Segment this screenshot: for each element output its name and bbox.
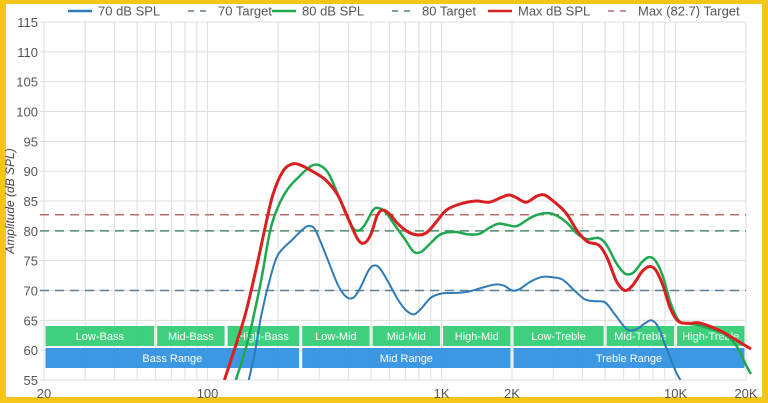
x-tick-label: 10K (664, 386, 687, 401)
band-label: High-Mid (455, 331, 499, 343)
y-tick-label: 80 (24, 224, 38, 239)
range-label: Mid Range (380, 353, 433, 365)
y-tick-label: 115 (17, 15, 38, 30)
y-tick-label: 85 (24, 194, 38, 209)
series-line (234, 163, 753, 380)
target-lines (40, 213, 746, 292)
y-tick-label: 110 (17, 45, 38, 60)
legend-label: 80 Target (422, 4, 476, 19)
legend-label: 70 dB SPL (98, 4, 160, 19)
y-tick-label: 100 (16, 105, 38, 120)
band-label: Low-Mid (315, 331, 357, 343)
range-box (302, 348, 511, 368)
legend-item[interactable]: Max dB SPL (488, 4, 590, 19)
y-tick-label: 90 (24, 164, 38, 179)
band-box (45, 326, 155, 346)
band-label: Low-Treble (531, 331, 586, 343)
x-tick-label: 1K (434, 386, 450, 401)
y-axis-label: Amplitude (dB SPL) (3, 148, 17, 254)
y-tick-label: 95 (24, 134, 38, 149)
range-label: Bass Range (142, 353, 202, 365)
y-axis-ticks: 55 60 65 70 75 80 85 90 95 100 105 110 115 (16, 15, 38, 388)
legend-label: Max dB SPL (518, 4, 590, 19)
x-tick-label: 20 (37, 386, 51, 401)
y-tick-label: 65 (24, 313, 38, 328)
band-box (513, 326, 604, 346)
band-box (372, 326, 441, 346)
series-line (222, 162, 752, 380)
legend-item[interactable]: Max (82.7) Target (608, 4, 740, 19)
x-tick-label: 20K (734, 386, 757, 401)
legend-item[interactable]: 70 Target (188, 4, 272, 19)
legend-label: 80 dB SPL (302, 4, 364, 19)
y-tick-label: 105 (16, 75, 38, 90)
band-box (302, 326, 370, 346)
band-label: High-Bass (238, 331, 289, 343)
legend-item[interactable]: 80 dB SPL (272, 4, 364, 19)
series-line (247, 224, 682, 380)
band-box (443, 326, 511, 346)
y-tick-label: 55 (24, 373, 38, 388)
legend-label: 70 Target (218, 4, 272, 19)
y-tick-label: 60 (24, 343, 38, 358)
y-tick-label: 70 (24, 284, 38, 299)
y-tick-label: 75 (24, 254, 38, 269)
band-box (227, 326, 300, 346)
band-label: Mid-Bass (168, 331, 214, 343)
band-label: Mid-Treble (614, 331, 666, 343)
legend-label: Max (82.7) Target (638, 4, 740, 19)
data-series (222, 162, 753, 380)
range-label: Treble Range (596, 353, 662, 365)
band-box (677, 326, 745, 346)
band-label: Low-Bass (76, 331, 125, 343)
band-box (606, 326, 675, 346)
range-box (513, 348, 745, 368)
range-box (45, 348, 300, 368)
legend-item[interactable]: 80 Target (392, 4, 476, 19)
band-label: Mid-Mid (387, 331, 426, 343)
band-box (157, 326, 225, 346)
x-tick-label: 100 (197, 386, 219, 401)
frequency-bands: Low-Bass Mid-Bass High-Bass Low-Mid Mid-Mid H… (45, 326, 745, 368)
x-tick-label: 2K (504, 386, 520, 401)
legend: 70 dB SPL 70 Target 80 dB SPL 80 Target Max … (68, 4, 740, 19)
legend-item[interactable]: 70 dB SPL (68, 4, 160, 19)
x-axis-ticks: 20 100 1K 2K 10K 20K (37, 386, 758, 401)
